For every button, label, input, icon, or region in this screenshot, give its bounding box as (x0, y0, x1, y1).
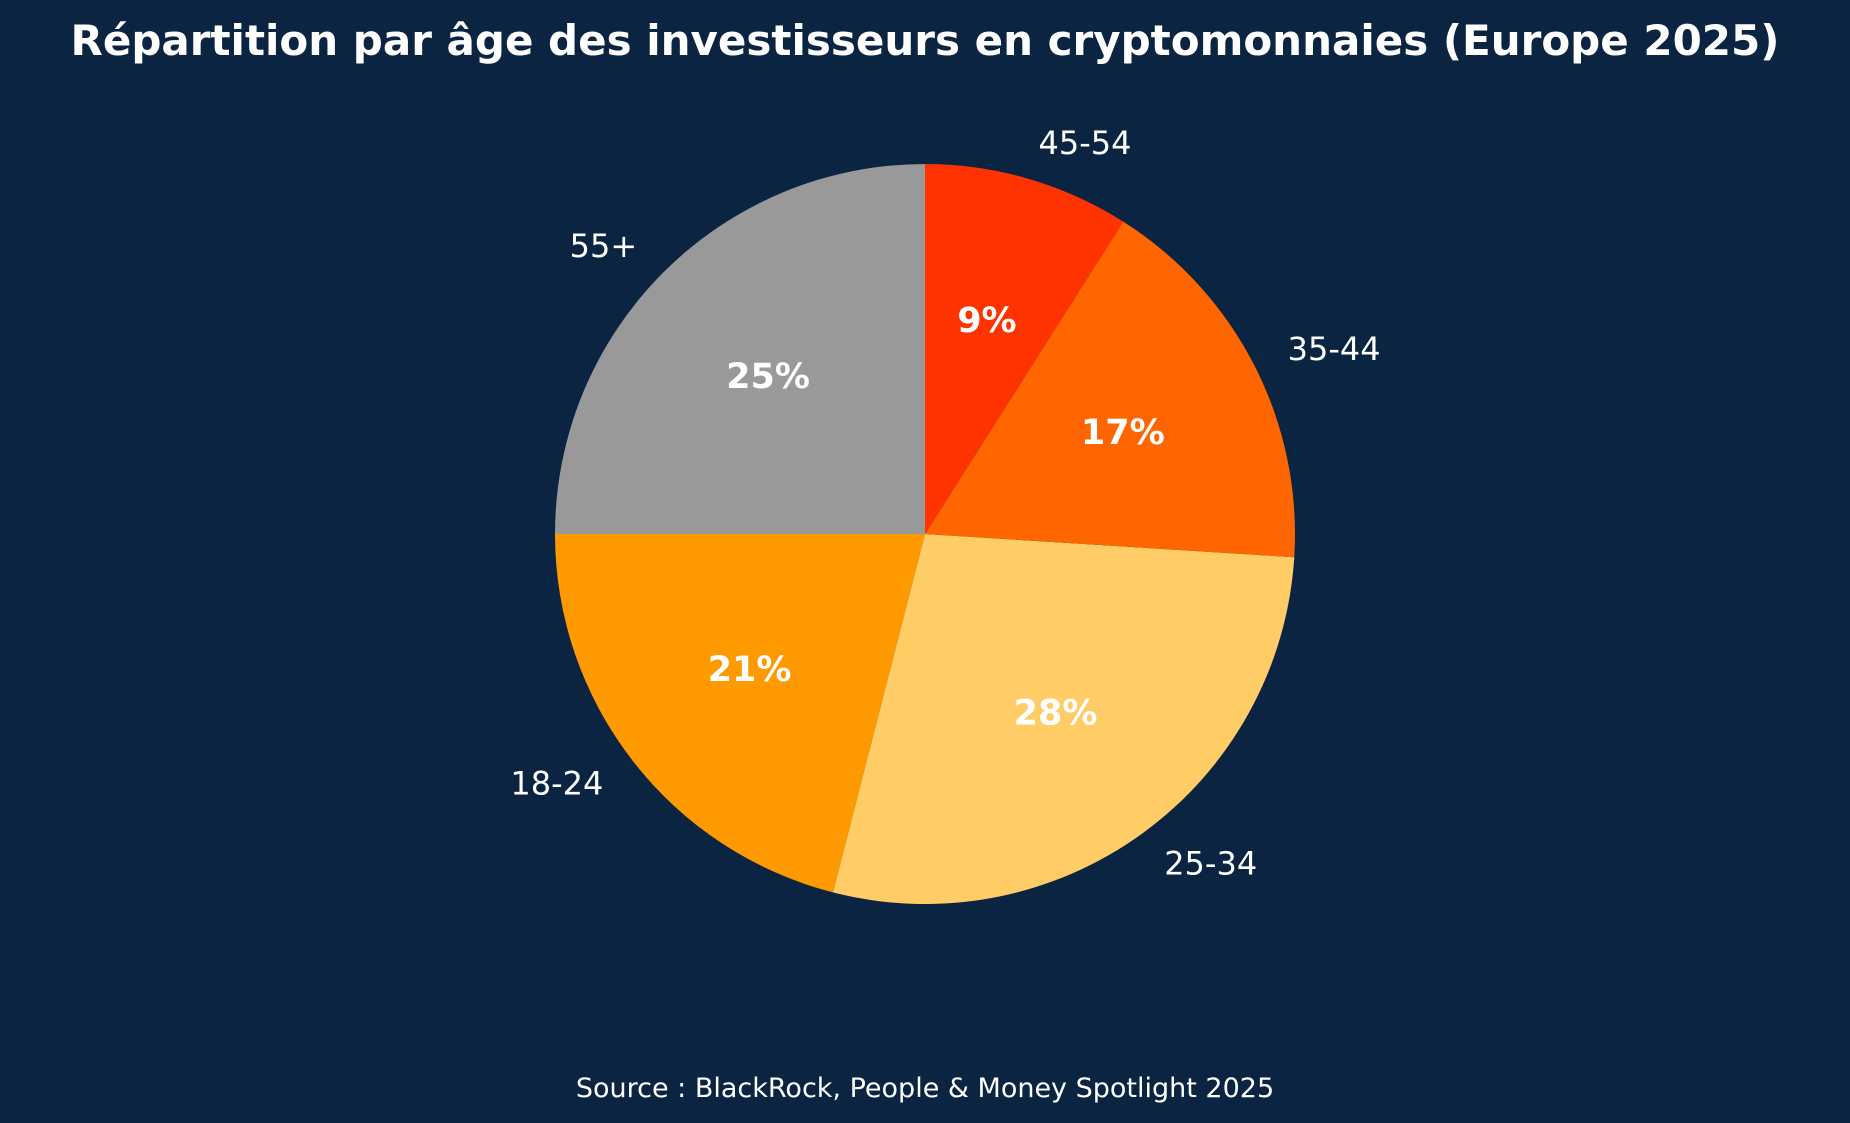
pie-labels: 25% 55+ 21% 18-24 28% 25-34 17% 35-44 9% 45-54 (510, 124, 1380, 882)
pie-slice-35-44 (925, 221, 1296, 558)
pie-category-label: 45-54 (1039, 124, 1132, 162)
pie-value-label: 17% (1081, 413, 1165, 453)
pie-value-label: 9% (957, 301, 1016, 341)
pie-slice-45-54 (925, 164, 1124, 534)
chart-title: Répartition par âge des investisseurs en… (71, 16, 1780, 65)
pie-category-label: 25-34 (1164, 844, 1257, 882)
pie-slice-55+ (555, 164, 925, 534)
chart-source: Source : BlackRock, People & Money Spotl… (576, 1073, 1274, 1104)
pie-value-label: 25% (726, 357, 810, 397)
pie-slice-18-24 (555, 534, 925, 893)
pie-slices (555, 164, 1296, 905)
pie-value-label: 21% (708, 650, 792, 690)
pie-category-label: 35-44 (1288, 330, 1381, 368)
pie-category-label: 18-24 (510, 765, 603, 803)
pie-category-label: 55+ (570, 227, 638, 265)
pie-slice-25-34 (832, 534, 1295, 905)
pie-value-label: 28% (1014, 694, 1098, 734)
